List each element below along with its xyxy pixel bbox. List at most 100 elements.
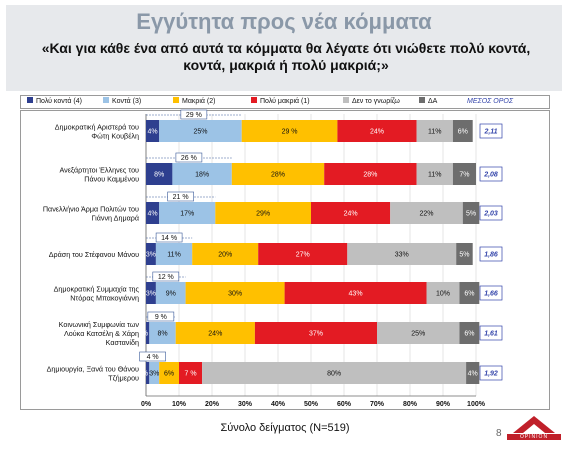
- data-label: 37%: [309, 331, 323, 338]
- data-label: 1%: [138, 371, 148, 378]
- bar-segment: [390, 202, 463, 224]
- x-tick-label: 80%: [403, 401, 418, 408]
- bar-segment: [452, 120, 473, 142]
- legend-swatch: [343, 97, 349, 104]
- average-box: [479, 205, 503, 221]
- data-label: 9%: [166, 291, 176, 298]
- x-tick-label: 20%: [205, 401, 220, 408]
- category-label: Λούκα Κατσέλη & Χάρη: [64, 329, 139, 338]
- bar-segment: [215, 202, 311, 224]
- legend-item-far: Μακριά (2): [173, 97, 215, 107]
- average-box: [479, 325, 503, 341]
- bar-segment: [337, 120, 417, 142]
- bar-segment: [159, 120, 242, 142]
- data-label: 28%: [363, 172, 377, 179]
- bar-segment: [426, 282, 460, 304]
- bar-segment: [146, 362, 150, 384]
- legend-item-dont-know: Δεν το γνωρίζω: [343, 97, 400, 107]
- plot-frame: [20, 110, 550, 410]
- close-total-label: 26 %: [181, 155, 197, 162]
- bar-segment: [155, 243, 193, 265]
- x-tick-label: 50%: [304, 401, 319, 408]
- data-label: 5%: [459, 252, 469, 259]
- x-tick-label: 60%: [337, 401, 352, 408]
- bar-segment: [149, 362, 160, 384]
- legend-item-no-answer: ΔΑ: [419, 97, 437, 107]
- data-label: 8%: [154, 172, 164, 179]
- close-total-label: 4 %: [147, 354, 159, 361]
- average-box: [479, 123, 503, 139]
- legend-swatch: [27, 97, 33, 104]
- bar-segment: [146, 282, 156, 304]
- x-tick-label: 30%: [238, 401, 253, 408]
- close-total-label: 14 %: [161, 235, 177, 242]
- bar-segment: [159, 362, 179, 384]
- category-label: Κοινωνική Συμφωνία των: [59, 320, 140, 329]
- bar-segment: [146, 163, 173, 185]
- legend-swatch: [103, 97, 109, 104]
- category-label: Δημοκρατική Συμμαχία της: [54, 285, 140, 294]
- close-total-box: [167, 191, 194, 202]
- data-label: 24%: [208, 331, 222, 338]
- chart-legend: Πολύ κοντά (4) Κοντά (3) Μακριά (2) Πολύ…: [20, 95, 550, 109]
- category-label: Γιάννη Δημαρά: [91, 214, 139, 223]
- data-label: 22%: [419, 211, 433, 218]
- legend-item-very-close: Πολύ κοντά (4): [27, 97, 82, 107]
- bar-segment: [172, 163, 232, 185]
- logo-text: OPINION: [507, 434, 561, 440]
- data-label: 25%: [411, 331, 425, 338]
- close-total-label: 21 %: [173, 194, 189, 201]
- data-label: 7%: [459, 172, 469, 179]
- data-label: 1%: [138, 331, 148, 338]
- average-value: 1,61: [484, 331, 498, 338]
- bar-segment: [466, 362, 480, 384]
- data-label: 43%: [349, 291, 363, 298]
- close-total-box: [147, 311, 175, 322]
- data-label: 5%: [466, 211, 476, 218]
- category-label: Πανελλήνιο Άρμα Πολιτών του: [43, 205, 139, 214]
- bar-segment: [202, 362, 467, 384]
- legend-item-close: Κοντά (3): [103, 97, 141, 107]
- close-total-box: [139, 351, 166, 362]
- category-label: Φώτη Κουβέλη: [91, 132, 139, 141]
- x-tick-label: 40%: [271, 401, 286, 408]
- legend-item-very-far: Πολύ μακριά (1): [251, 97, 310, 107]
- page-title: Εγγύτητα προς νέα κόμματα: [136, 9, 432, 34]
- bar-segment: [377, 322, 460, 344]
- data-label: 11%: [167, 252, 181, 259]
- bar-segment: [175, 322, 255, 344]
- question-text: «Και για κάθε ένα από αυτά τα κόμματα θα…: [41, 40, 531, 73]
- category-label: Πάνου Καμμένου: [84, 175, 139, 184]
- bar-segment: [311, 202, 391, 224]
- average-box: [479, 166, 503, 182]
- bar-segment: [185, 282, 285, 304]
- close-total-box: [152, 271, 180, 282]
- close-total-box: [180, 109, 208, 120]
- data-label: 27%: [296, 252, 310, 259]
- data-label: 3%: [146, 291, 156, 298]
- bar-segment: [456, 243, 473, 265]
- data-label: 25%: [193, 129, 207, 136]
- data-label: 33%: [395, 252, 409, 259]
- bar-segment: [416, 120, 453, 142]
- legend-swatch: [251, 97, 257, 104]
- opinion-logo-icon: [513, 416, 555, 433]
- category-label: Δράση του Στέφανου Μάνου: [49, 250, 139, 259]
- bar-segment: [324, 163, 417, 185]
- average-value: 2,03: [483, 211, 498, 218]
- data-label: 4%: [148, 211, 158, 218]
- bar-segment: [347, 243, 457, 265]
- data-label: 4%: [148, 129, 158, 136]
- bar-segment: [179, 362, 203, 384]
- page-number: 8: [496, 428, 502, 439]
- bar-segment: [146, 243, 156, 265]
- close-total-label: 29 %: [186, 112, 202, 119]
- data-label: 6%: [464, 291, 474, 298]
- data-label: 18%: [195, 172, 209, 179]
- bar-segment: [231, 163, 325, 185]
- bar-segment: [241, 120, 338, 142]
- x-tick-label: 0%: [141, 401, 152, 408]
- data-label: 4%: [468, 371, 478, 378]
- bar-segment: [284, 282, 427, 304]
